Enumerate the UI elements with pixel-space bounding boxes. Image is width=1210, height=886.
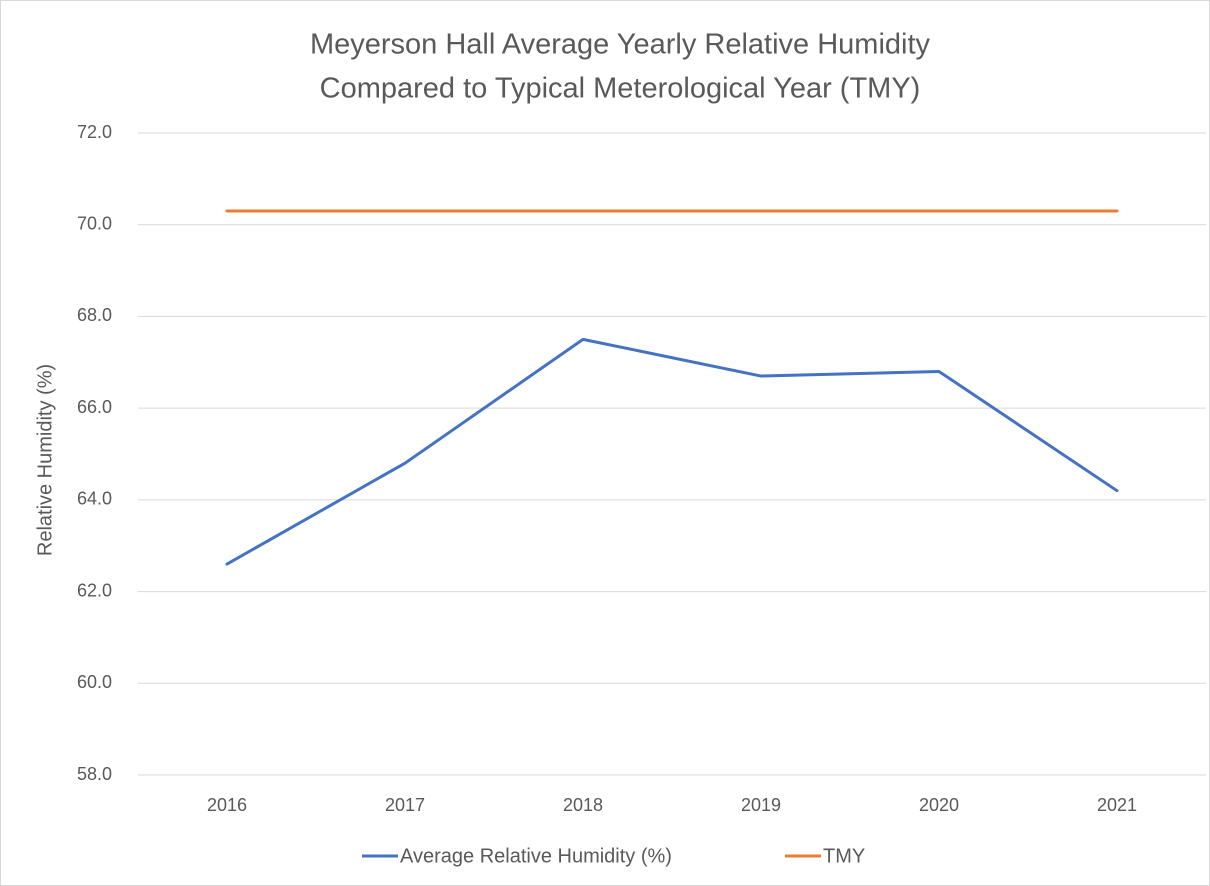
x-tick-label: 2020 — [919, 795, 959, 815]
legend-label: TMY — [823, 845, 865, 867]
x-tick-label: 2016 — [207, 795, 247, 815]
x-tick-label: 2021 — [1097, 795, 1137, 815]
x-tick-label: 2017 — [385, 795, 425, 815]
legend-label: Average Relative Humidity (%) — [400, 845, 672, 867]
y-tick-label: 64.0 — [77, 489, 112, 509]
x-tick-label: 2019 — [741, 795, 781, 815]
chart-title: Meyerson Hall Average Yearly Relative Hu… — [310, 29, 931, 61]
y-tick-label: 70.0 — [77, 213, 112, 233]
chart-title: Compared to Typical Meterological Year (… — [320, 73, 921, 105]
y-axis-label: Relative Humidity (%) — [34, 364, 56, 556]
y-tick-label: 66.0 — [77, 397, 112, 417]
series-line — [225, 337, 1119, 566]
y-tick-label: 62.0 — [77, 580, 112, 600]
y-tick-label: 72.0 — [77, 122, 112, 142]
y-tick-label: 60.0 — [77, 672, 112, 692]
x-tick-label: 2018 — [563, 795, 603, 815]
y-tick-label: 58.0 — [77, 764, 112, 784]
y-tick-label: 68.0 — [77, 305, 112, 325]
